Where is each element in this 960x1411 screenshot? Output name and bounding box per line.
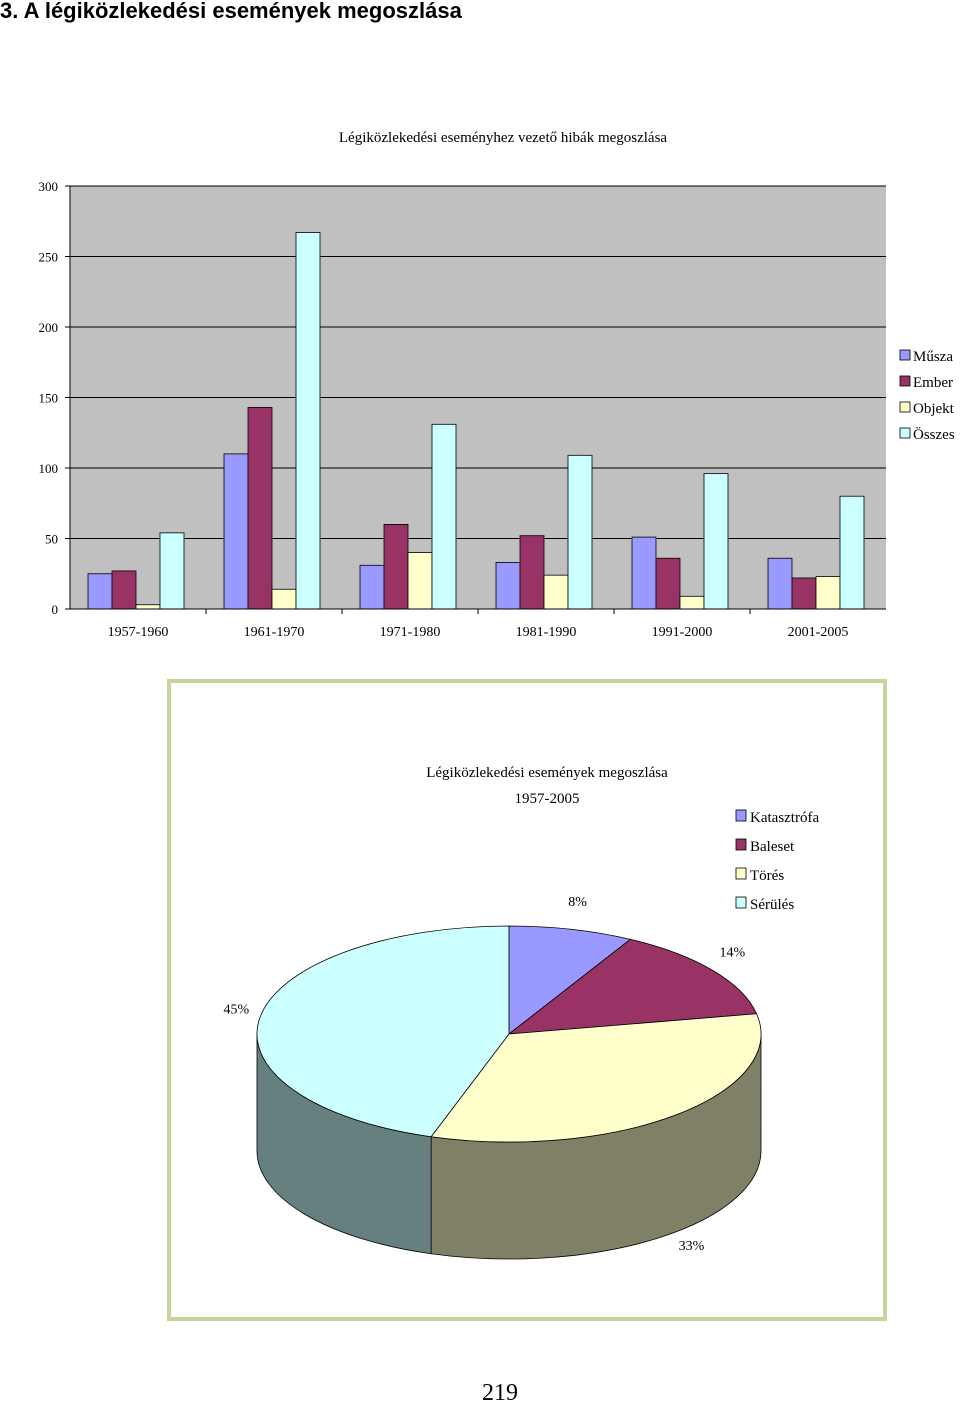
y-tick-label: 150: [39, 391, 59, 406]
legend-swatch: [899, 427, 911, 439]
legend-label: Katasztrófa: [750, 810, 819, 826]
y-tick-label: 50: [45, 532, 58, 547]
bar: [839, 495, 865, 610]
pie-slice: [508, 925, 632, 1035]
x-tick-label: 1991-2000: [652, 625, 713, 640]
bar: [519, 535, 545, 610]
bar-chart: Légiközlekedési eseményhez vezető hibák …: [39, 130, 955, 640]
bar: [431, 423, 457, 610]
pie-chart-title: Légiközlekedési események megoszlása: [426, 765, 668, 781]
pie-value-label: 8%: [568, 895, 587, 910]
bar: [631, 536, 657, 610]
y-tick-label: 300: [39, 179, 59, 194]
bar: [247, 406, 273, 610]
legend-swatch: [735, 838, 747, 851]
pie-chart-subtitle: 1957-2005: [515, 791, 580, 807]
pie-slice: [507, 938, 758, 1035]
legend-label: Objekt: [913, 401, 955, 417]
legend-label: Baleset: [750, 839, 795, 855]
bar: [703, 473, 729, 610]
bar: [567, 454, 593, 610]
bar: [791, 577, 817, 610]
y-tick-label: 100: [39, 461, 59, 476]
legend-label: Törés: [750, 868, 784, 884]
page-heading: 3. A légiközlekedési események megoszlás…: [0, 0, 462, 23]
bar: [383, 523, 409, 610]
bar: [159, 532, 185, 610]
legend-label: Összes: [913, 426, 955, 443]
legend-swatch: [735, 867, 747, 880]
x-tick-label: 1957-1960: [108, 625, 169, 640]
y-tick-label: 200: [39, 320, 59, 335]
pie-slice: [430, 1013, 762, 1143]
bar: [495, 562, 521, 610]
bar-chart-title: Légiközlekedési eseményhez vezető hibák …: [339, 130, 668, 146]
x-tick-label: 1981-1990: [516, 625, 577, 640]
legend-swatch: [899, 375, 911, 387]
bar: [295, 232, 321, 610]
y-tick-label: 250: [39, 250, 59, 265]
x-tick-label: 2001-2005: [788, 625, 849, 640]
pie-slice: [256, 925, 510, 1138]
legend-label: Ember: [913, 375, 953, 391]
legend-swatch: [899, 401, 911, 413]
bar: [767, 557, 793, 610]
legend-label: Műsza: [913, 349, 953, 365]
x-tick-label: 1961-1970: [244, 625, 305, 640]
bar: [543, 574, 569, 610]
bar: [407, 552, 433, 610]
legend-label: Sérülés: [750, 897, 794, 913]
pie-chart-frame: Légiközlekedési események megoszlása 1957…: [167, 679, 887, 1321]
bar: [815, 576, 841, 610]
pie-value-label: 14%: [719, 945, 745, 960]
legend-swatch: [735, 896, 747, 909]
y-tick-label: 0: [52, 602, 59, 617]
page-number: 219: [482, 1380, 518, 1406]
legend-swatch: [735, 809, 747, 822]
bar: [111, 570, 137, 610]
bar: [87, 573, 113, 610]
bar: [679, 595, 705, 610]
bar: [223, 453, 249, 610]
bar: [135, 604, 161, 610]
bar: [655, 557, 681, 610]
pie-value-label: 45%: [224, 1002, 250, 1017]
legend-swatch: [899, 349, 911, 361]
bar: [359, 564, 385, 610]
pie-chart: Légiközlekedési események megoszlása 1957…: [224, 765, 819, 1260]
bar: [271, 588, 297, 610]
pie-value-label: 33%: [679, 1239, 705, 1254]
x-tick-label: 1971-1980: [380, 625, 441, 640]
